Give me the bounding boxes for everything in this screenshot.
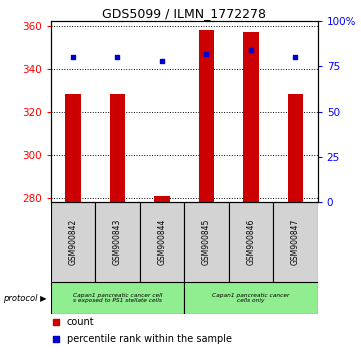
- Text: GSM900846: GSM900846: [247, 219, 255, 265]
- Bar: [51, 282, 184, 314]
- Text: GSM900843: GSM900843: [113, 219, 122, 265]
- Text: GSM900842: GSM900842: [68, 219, 77, 265]
- Bar: [51, 202, 95, 282]
- Bar: [184, 282, 318, 314]
- Bar: [184, 202, 229, 282]
- Point: [114, 55, 120, 60]
- Text: Capan1 pancreatic cancer
cells only: Capan1 pancreatic cancer cells only: [212, 293, 290, 303]
- Text: count: count: [66, 318, 94, 327]
- Bar: [109, 95, 125, 202]
- Bar: [65, 95, 81, 202]
- Point: [53, 336, 59, 342]
- Bar: [273, 202, 318, 282]
- Text: percentile rank within the sample: percentile rank within the sample: [66, 334, 231, 344]
- Bar: [140, 202, 184, 282]
- Bar: [95, 202, 140, 282]
- Text: protocol ▶: protocol ▶: [3, 293, 47, 303]
- Bar: [229, 202, 273, 282]
- Bar: [199, 30, 214, 202]
- Point: [159, 58, 165, 64]
- Bar: [243, 32, 259, 202]
- Point: [292, 55, 298, 60]
- Bar: [288, 95, 303, 202]
- Point: [70, 55, 76, 60]
- Text: GSM900845: GSM900845: [202, 219, 211, 265]
- Text: Capan1 pancreatic cancer cell
s exposed to PS1 stellate cells: Capan1 pancreatic cancer cell s exposed …: [73, 293, 162, 303]
- Title: GDS5099 / ILMN_1772278: GDS5099 / ILMN_1772278: [102, 7, 266, 20]
- Text: GSM900844: GSM900844: [157, 219, 166, 265]
- Point: [204, 51, 209, 57]
- Text: GSM900847: GSM900847: [291, 219, 300, 265]
- Point: [248, 47, 254, 53]
- Point: [53, 320, 59, 325]
- Bar: [154, 196, 170, 202]
